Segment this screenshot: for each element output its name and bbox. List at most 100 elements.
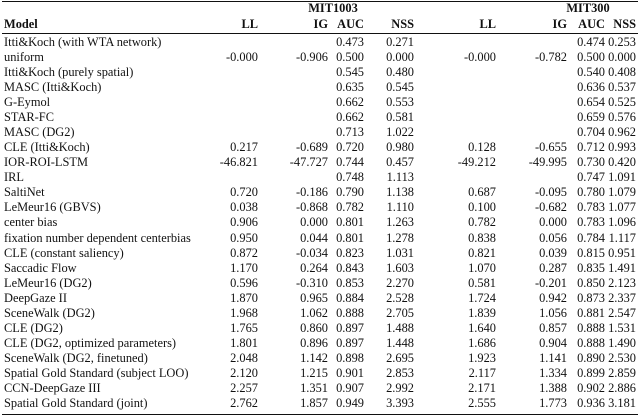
metric-value: 2.171	[468, 381, 496, 396]
metric-value: 0.821	[468, 245, 496, 260]
metric-value: -0.655	[534, 140, 567, 155]
metric-value: -0.186	[295, 185, 328, 200]
metric-value: 3.393	[386, 396, 414, 411]
metric-value: 0.635	[336, 79, 364, 94]
metric-value: 1.215	[300, 366, 328, 381]
metric-value: 2.048	[230, 351, 258, 366]
metric-value: 1.170	[230, 260, 258, 275]
metric-value: -0.095	[534, 185, 567, 200]
model-name: STAR-FC	[4, 109, 54, 124]
model-name: CLE (Itti&Koch)	[4, 140, 90, 155]
metric-value: 0.949	[336, 396, 364, 411]
model-name: MASC (DG2)	[4, 124, 75, 139]
metric-value: 0.888	[577, 336, 605, 351]
metric-value: -0.310	[295, 275, 328, 290]
metric-value: 0.474	[577, 34, 605, 49]
metric-value: 0.835	[577, 260, 605, 275]
metric-value: 2.853	[386, 366, 414, 381]
metric-value: 1.138	[386, 185, 414, 200]
metric-value: 0.783	[577, 215, 605, 230]
metric-value: 0.872	[230, 245, 258, 260]
metric-value: 0.898	[336, 351, 364, 366]
metric-value: 2.547	[608, 305, 636, 320]
model-name: CLE (DG2)	[4, 321, 63, 336]
model-name: SaltiNet	[4, 185, 45, 200]
metric-value: 1.490	[608, 336, 636, 351]
metric-value: 0.000	[300, 215, 328, 230]
model-name: Itti&Koch (with WTA network)	[4, 34, 162, 49]
metric-value: 0.783	[577, 200, 605, 215]
model-name: CLE (DG2, optimized parameters)	[4, 336, 177, 351]
metric-value: 0.473	[336, 34, 364, 49]
metric-value: 0.815	[577, 245, 605, 260]
metric-value: 0.896	[300, 336, 328, 351]
metric-value: 1.603	[386, 260, 414, 275]
metric-value: 1.491	[608, 260, 636, 275]
metric-value: 1.968	[230, 305, 258, 320]
metric-value: 2.117	[468, 366, 496, 381]
metric-value: 1.070	[468, 260, 496, 275]
model-name: center bias	[4, 215, 58, 230]
metric-value: 0.782	[468, 215, 496, 230]
metric-value: 0.907	[336, 381, 364, 396]
metric-value: 0.217	[230, 140, 258, 155]
metric-value: 0.596	[230, 275, 258, 290]
metric-value: 0.581	[386, 109, 414, 124]
metric-value: 2.992	[386, 381, 414, 396]
model-name: fixation number dependent centerbias	[4, 230, 191, 245]
metric-value: 0.713	[336, 124, 364, 139]
header-rule	[2, 33, 638, 34]
metric-value: 0.553	[386, 94, 414, 109]
metric-value: 1.801	[230, 336, 258, 351]
metric-value: 0.853	[336, 275, 364, 290]
metric-value: 0.659	[577, 109, 605, 124]
metric-value: 2.120	[230, 366, 258, 381]
metric-value: 1.870	[230, 290, 258, 305]
model-name: Saccadic Flow	[4, 260, 77, 275]
metric-value: 0.850	[577, 275, 605, 290]
metric-value: 0.576	[608, 109, 636, 124]
metric-value: 0.730	[577, 155, 605, 170]
group-header: MIT300	[566, 1, 610, 15]
metric-value: -49.212	[457, 155, 496, 170]
metric-value: 0.901	[336, 366, 364, 381]
metric-value: 0.704	[577, 124, 605, 139]
metric-value: 0.748	[336, 170, 364, 185]
metric-value: 0.056	[539, 230, 567, 245]
model-name: CLE (constant saliency)	[4, 245, 124, 260]
metric-value: 1.113	[386, 170, 414, 185]
metric-value: 1.031	[386, 245, 414, 260]
metric-value: 1.110	[386, 200, 414, 215]
metric-value: 1.141	[539, 351, 567, 366]
metric-value: 0.906	[230, 215, 258, 230]
metric-value: -47.727	[289, 155, 328, 170]
metric-value: 0.457	[386, 155, 414, 170]
column-header: IG	[552, 17, 567, 31]
model-name: Spatial Gold Standard (joint)	[4, 396, 148, 411]
metric-value: -0.906	[295, 49, 328, 64]
metric-value: 0.801	[336, 230, 364, 245]
column-header: IG	[313, 17, 328, 31]
metric-value: 0.253	[608, 34, 636, 49]
metric-value: 0.287	[539, 260, 567, 275]
metric-value: -0.782	[534, 49, 567, 64]
metric-value: 1.079	[608, 185, 636, 200]
metric-value: 0.500	[336, 49, 364, 64]
metric-value: 0.902	[577, 381, 605, 396]
metric-value: 0.873	[577, 290, 605, 305]
bottom-rule	[2, 414, 638, 415]
metric-value: 0.654	[577, 94, 605, 109]
metric-value: 0.888	[577, 321, 605, 336]
metric-value: 0.784	[577, 230, 605, 245]
metric-value: 0.720	[336, 140, 364, 155]
metric-value: 0.942	[539, 290, 567, 305]
metric-value: 1.142	[300, 351, 328, 366]
metric-value: 1.686	[468, 336, 496, 351]
metric-value: 0.744	[336, 155, 364, 170]
metric-value: 0.662	[336, 94, 364, 109]
metric-value: 0.962	[608, 124, 636, 139]
model-name: LeMeur16 (GBVS)	[4, 200, 101, 215]
metric-value: 1.388	[539, 381, 567, 396]
metric-value: 1.091	[608, 170, 636, 185]
metric-value: 1.022	[386, 124, 414, 139]
